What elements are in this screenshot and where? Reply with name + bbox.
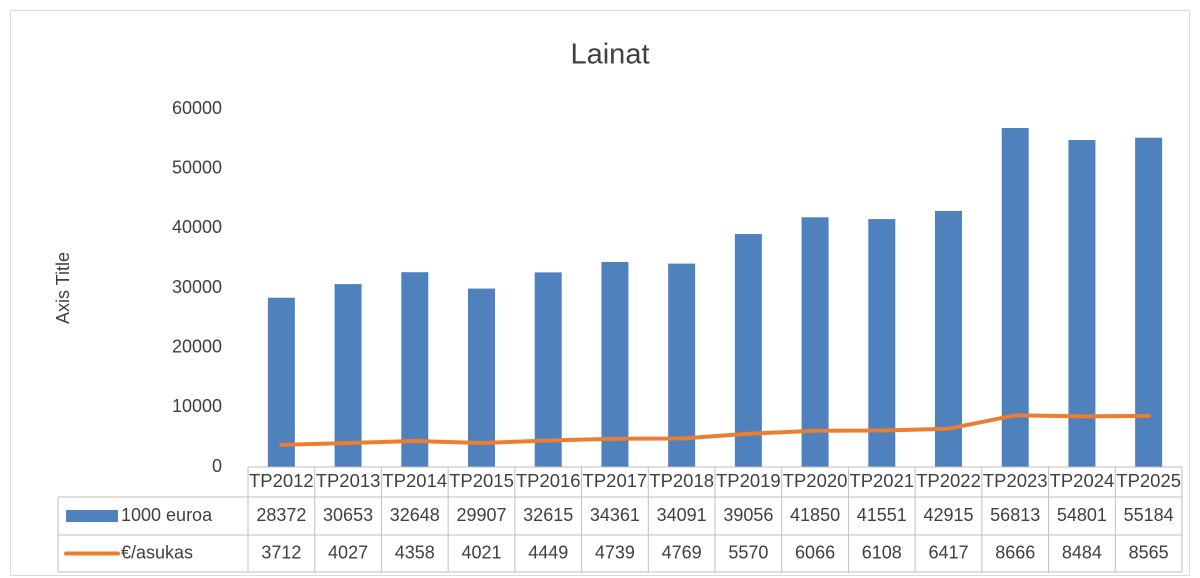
table-value: 29907 [456,505,506,525]
bar [668,263,696,467]
table-value: 8565 [1129,542,1169,562]
table-value: 56813 [990,505,1040,525]
table-value: 6066 [795,542,835,562]
table-value: 54801 [1057,505,1107,525]
x-tick-label: TP2023 [983,471,1048,491]
chart-border [10,10,1190,576]
table-value: 4027 [328,542,368,562]
table-value: 39056 [723,505,773,525]
table-value: 6108 [862,542,902,562]
table-value: 8666 [995,542,1035,562]
table-value: 6417 [928,542,968,562]
table-value: 32648 [390,505,440,525]
bar [1068,140,1096,468]
x-tick-label: TP2016 [516,471,581,491]
x-tick-label: TP2024 [1050,471,1115,491]
x-tick-label: TP2020 [783,471,848,491]
y-axis-title: Axis Title [53,252,73,324]
table-value: 34091 [657,505,707,525]
bar [801,217,829,467]
x-tick-label: TP2012 [249,471,314,491]
x-tick-label: TP2022 [916,471,981,491]
x-tick-label: TP2013 [316,471,381,491]
table-value: 4358 [395,542,435,562]
table-value: 34361 [590,505,640,525]
bar [1135,137,1163,467]
table-value: 41850 [790,505,840,525]
table-value: 5570 [728,542,768,562]
table-value: 4739 [595,542,635,562]
y-tick-label: 0 [212,456,222,476]
x-tick-label: TP2014 [382,471,447,491]
table-value: 42915 [923,505,973,525]
y-tick-label: 20000 [172,336,222,356]
table-value: 41551 [857,505,907,525]
legend-swatch [66,510,118,522]
line [279,413,1151,447]
x-tick-label: TP2019 [716,471,781,491]
bar [401,272,429,467]
bar [267,297,295,467]
y-tick-label: 50000 [172,157,222,177]
table-value: 4449 [528,542,568,562]
bar [534,272,562,467]
y-tick-label: 10000 [172,396,222,416]
table-value: 4769 [662,542,702,562]
x-tick-label: TP2017 [583,471,648,491]
y-tick-label: 40000 [172,217,222,237]
table-value: 3712 [261,542,301,562]
table-value: 55184 [1124,505,1174,525]
chart-title: Lainat [570,39,649,71]
bar [935,210,962,468]
legend-label: 1000 euroa [121,505,213,525]
bar [1001,128,1029,468]
table-value: 32615 [523,505,573,525]
legend-label: €/asukas [121,542,193,562]
y-tick-label: 30000 [172,277,222,297]
bar [334,284,362,467]
y-tick-label: 60000 [172,98,222,118]
table-value: 30653 [323,505,373,525]
bar [868,219,896,467]
bar [734,233,762,467]
table-value: 28372 [256,505,306,525]
x-tick-label: TP2025 [1116,471,1181,491]
x-tick-label: TP2021 [849,471,914,491]
x-tick-label: TP2018 [649,471,714,491]
table-value: 4021 [461,542,501,562]
x-tick-label: TP2015 [449,471,514,491]
bar [468,288,495,467]
table-value: 8484 [1062,542,1102,562]
bar [601,261,629,467]
